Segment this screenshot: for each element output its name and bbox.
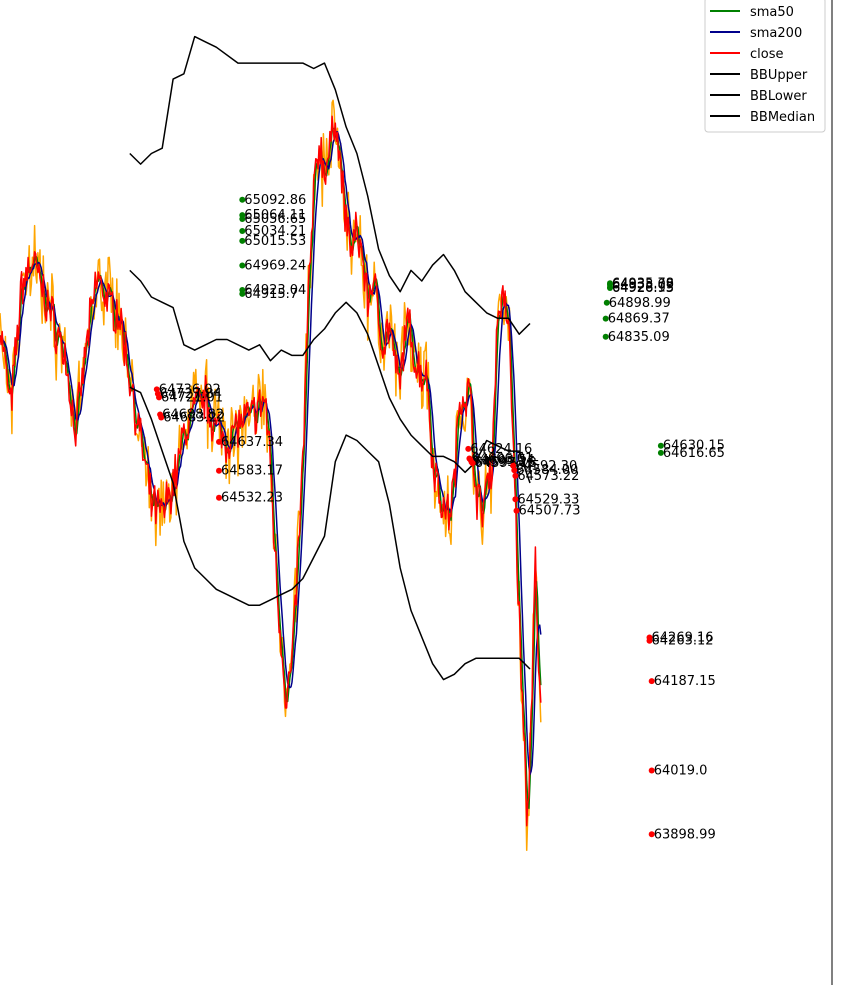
annotation-label: 64915.7: [244, 287, 298, 302]
annotation-marker: [216, 494, 222, 501]
annotation-label: 64869.37: [608, 312, 670, 327]
annotation-marker: [239, 262, 246, 269]
annotation-label: 64573.22: [517, 469, 579, 484]
annotation-label: 64721.01: [161, 390, 223, 405]
annotation-label: 64835.09: [608, 330, 670, 345]
legend-label-sma200: sma200: [750, 26, 802, 41]
annotation-marker: [657, 442, 664, 449]
annotation-marker: [511, 467, 518, 474]
annotation-label: 65056.65: [244, 212, 306, 227]
plot-lines: [0, 35, 542, 852]
annotation-label: 64630.15: [663, 439, 725, 454]
annotation-marker: [465, 445, 472, 452]
annotation-marker: [469, 460, 476, 467]
annotation-label: 64019.0: [654, 764, 708, 779]
annotation-marker: [512, 472, 519, 479]
annotation-marker: [648, 678, 655, 685]
annotation-label: 64187.15: [654, 674, 716, 689]
annotation-label: 64583.17: [221, 464, 283, 479]
annotation-label: 64736.02: [159, 382, 221, 397]
legend-label-bblower: BBLower: [750, 89, 807, 104]
annotation-marker: [603, 299, 610, 306]
annotation-marker: [216, 438, 222, 445]
annotation-label: 64935.78: [612, 276, 674, 291]
annotation-label: 64969.24: [244, 259, 306, 274]
annotation-label: 63898.99: [654, 827, 716, 842]
annotation-label: 64933.09: [612, 278, 674, 293]
annotation-label: 64532.23: [221, 491, 283, 506]
annotation-marker: [239, 290, 246, 297]
annotation-marker: [239, 196, 246, 203]
annotation-label: 64603.54: [473, 453, 535, 468]
legend-label-bbupper: BBUpper: [750, 68, 808, 83]
annotation-label: 65092.86: [244, 193, 306, 208]
annotation-marker: [239, 237, 246, 244]
close-line: [0, 115, 542, 827]
annotation-marker: [657, 449, 664, 456]
legend-label-sma50: sma50: [750, 5, 794, 20]
annotation-marker: [513, 507, 520, 514]
annotation-label: 64606.01: [471, 452, 533, 467]
annotation-label: 65064.11: [244, 208, 306, 223]
annotation-label: 64727.84: [160, 387, 222, 402]
annotation-label: 64507.73: [519, 504, 581, 519]
annotation-marker: [239, 216, 246, 222]
bblower-line: [129, 386, 531, 681]
annotation-marker: [156, 394, 162, 401]
legend-label-close: close: [750, 47, 783, 62]
annotation-label: 64584.00: [516, 463, 578, 478]
annotation-label: 64529.33: [517, 492, 579, 507]
annotation-marker: [512, 496, 519, 503]
annotation-label: 64599.25: [474, 455, 536, 470]
annotation-label: 64592.30: [515, 459, 577, 474]
annotation-marker: [607, 285, 613, 291]
bbmedian-line: [129, 269, 531, 484]
annotation-marker: [216, 467, 222, 474]
annotation-label: 64597.18: [475, 456, 537, 471]
annotation-label: 65015.53: [244, 234, 306, 249]
annotation-marker: [646, 637, 653, 644]
annotation-label: 64269.16: [652, 631, 714, 646]
legend-label-bbmedian: BBMedian: [750, 110, 815, 125]
annotation-label: 64263.12: [652, 634, 714, 649]
annotation-marker: [648, 767, 655, 774]
annotation-label: 64616.65: [663, 446, 725, 461]
bbupper-line: [129, 35, 531, 335]
annotation-label: 64898.99: [609, 296, 671, 311]
annotation-label: 64688.82: [162, 408, 224, 423]
annotation-marker: [239, 228, 246, 234]
annotation-label: 65034.21: [244, 224, 306, 239]
annotation-label: 64637.34: [221, 435, 283, 450]
annotation-label: 64624.16: [470, 442, 532, 457]
annotation-label: 64923.04: [244, 283, 306, 298]
annotation-marker: [602, 315, 609, 322]
legend: sma50 sma200 close BBUpper BBLower BBMedian: [704, 0, 826, 133]
annotation-label: 64683.22: [163, 411, 225, 426]
annotation-marker: [158, 414, 165, 421]
annotation-marker: [648, 831, 655, 838]
annotation-label: 64928.15: [612, 280, 674, 295]
annotation-marker: [602, 333, 609, 340]
annotation-label: 64926.93: [612, 281, 674, 296]
